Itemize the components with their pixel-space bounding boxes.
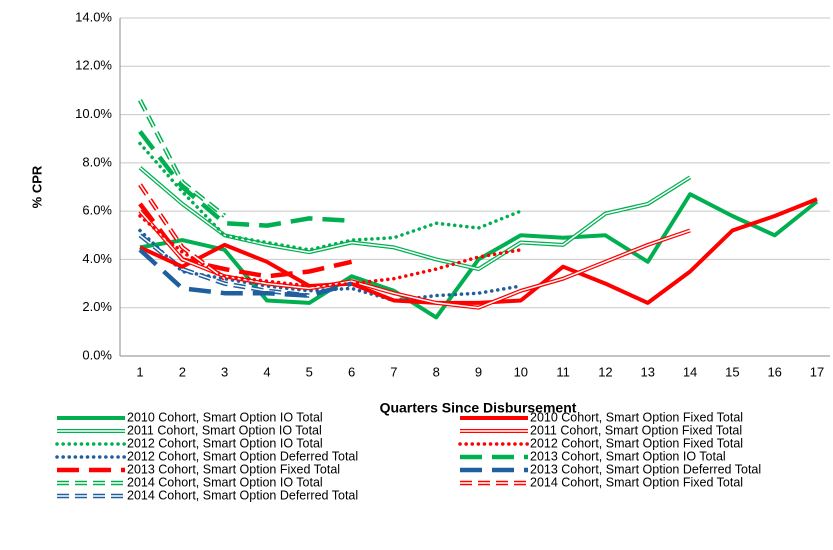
x-tick-label: 15 xyxy=(725,364,739,379)
y-tick-label: 4.0% xyxy=(82,251,112,266)
series-line xyxy=(139,192,819,320)
legend-label: 2014 Cohort, Smart Option IO Total xyxy=(127,475,323,489)
legend-label: 2012 Cohort, Smart Option IO Total xyxy=(127,436,323,450)
x-tick-label: 11 xyxy=(556,364,570,379)
line-inner xyxy=(139,184,226,280)
x-tick-label: 1 xyxy=(136,364,143,379)
legend-label: 2013 Cohort, Smart Option IO Total xyxy=(530,449,726,463)
x-tick-label: 9 xyxy=(475,364,482,379)
x-tick-label: 13 xyxy=(641,364,655,379)
y-tick-label: 0.0% xyxy=(82,347,112,362)
x-tick-label: 4 xyxy=(263,364,270,379)
legend-label: 2014 Cohort, Smart Option Fixed Total xyxy=(530,475,743,489)
legend-label: 2013 Cohort, Smart Option Fixed Total xyxy=(127,462,340,476)
series-line xyxy=(138,202,353,279)
x-tick-label: 2 xyxy=(179,364,186,379)
y-tick-label: 10.0% xyxy=(75,106,112,121)
x-tick-label: 8 xyxy=(433,364,440,379)
x-tick-label: 16 xyxy=(767,364,781,379)
series-line xyxy=(138,214,523,288)
x-tick-label: 6 xyxy=(348,364,355,379)
series-line xyxy=(138,141,523,252)
x-axis-label: Quarters Since Disbursement xyxy=(380,400,577,416)
legend-label: 2013 Cohort, Smart Option Deferred Total xyxy=(530,462,761,476)
line-inner xyxy=(139,167,691,270)
legend-label: 2011 Cohort, Smart Option IO Total xyxy=(127,423,322,437)
series-line xyxy=(139,197,818,305)
legend-label: 2011 Cohort, Smart Option Fixed Total xyxy=(530,423,742,437)
x-tick-label: 14 xyxy=(683,364,697,379)
line-inner xyxy=(139,99,226,217)
x-tick-label: 12 xyxy=(598,364,612,379)
y-tick-label: 6.0% xyxy=(82,203,112,218)
legend-label: 2010 Cohort, Smart Option IO Total xyxy=(127,410,323,424)
series-line xyxy=(138,248,353,298)
y-tick-label: 14.0% xyxy=(75,9,112,24)
x-tick-label: 5 xyxy=(306,364,313,379)
line-inner xyxy=(139,234,310,297)
y-tick-label: 2.0% xyxy=(82,299,112,314)
x-tick-label: 17 xyxy=(810,364,824,379)
x-tick-label: 7 xyxy=(390,364,397,379)
y-axis-label: % CPR xyxy=(29,165,44,208)
legend-label: 2012 Cohort, Smart Option Deferred Total xyxy=(127,449,358,463)
x-tick-label: 3 xyxy=(221,364,228,379)
x-tick-label: 10 xyxy=(514,364,528,379)
y-tick-label: 12.0% xyxy=(75,58,112,73)
legend-label: 2012 Cohort, Smart Option Fixed Total xyxy=(530,436,743,450)
series-line xyxy=(138,130,352,228)
y-tick-label: 8.0% xyxy=(82,154,112,169)
legend-label: 2014 Cohort, Smart Option Deferred Total xyxy=(127,488,358,502)
legend-label: 2010 Cohort, Smart Option Fixed Total xyxy=(530,410,743,424)
